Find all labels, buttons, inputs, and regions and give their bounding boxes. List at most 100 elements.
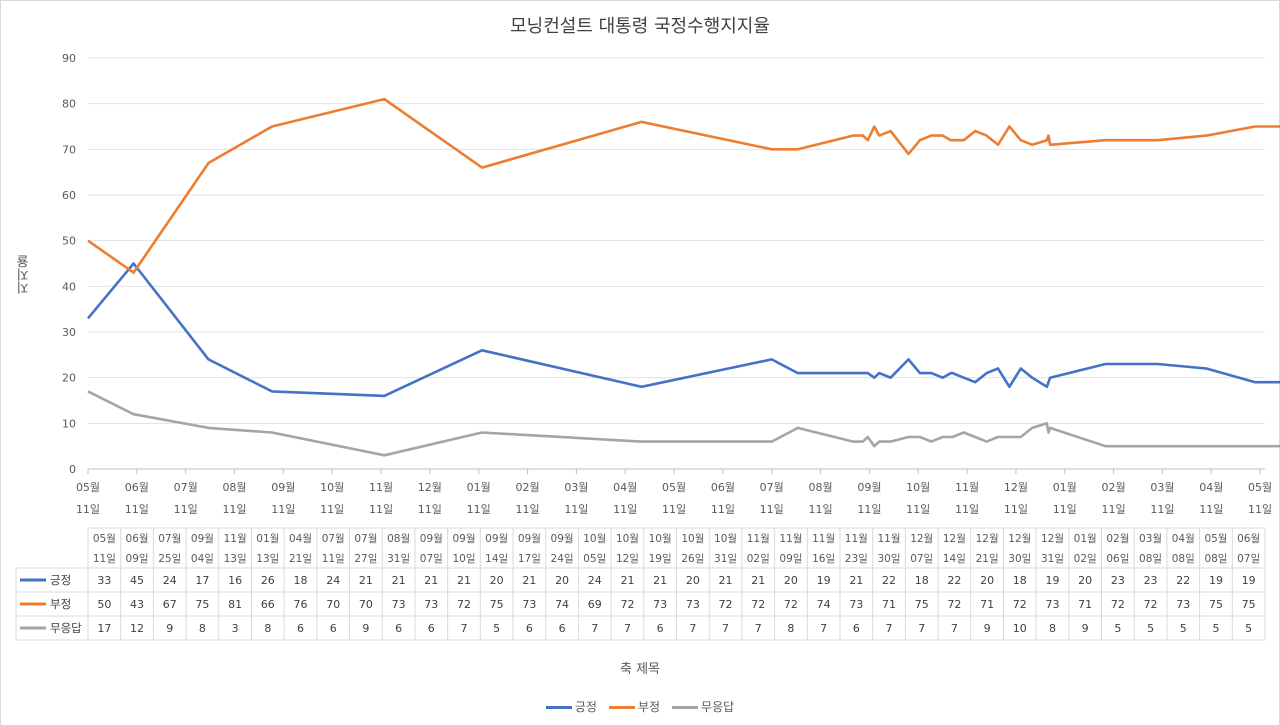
series-line-3 <box>87 390 1280 457</box>
table-cell: 75 <box>1242 598 1256 611</box>
table-header-day: 25일 <box>158 552 181 565</box>
table-header-day: 11일 <box>322 552 345 565</box>
x-tick-label: 11일 <box>1053 502 1077 516</box>
table-cell: 72 <box>784 598 798 611</box>
table-cell: 72 <box>751 598 765 611</box>
legend-swatch <box>545 706 572 709</box>
table-header-month: 05월 <box>1204 533 1227 545</box>
table-cell: 72 <box>1013 598 1027 611</box>
table-cell: 20 <box>490 574 504 587</box>
table-cell: 16 <box>228 574 242 587</box>
x-tick-label: 11일 <box>320 502 344 516</box>
table-header-month: 09월 <box>191 533 214 545</box>
table-header-month: 01월 <box>256 533 279 545</box>
y-tick-label: 90 <box>62 52 76 65</box>
table-cell: 71 <box>882 598 896 611</box>
table-cell: 75 <box>490 598 504 611</box>
table-header-day: 06일 <box>1106 552 1129 565</box>
table-header-day: 07일 <box>910 552 933 565</box>
table-header-day: 02일 <box>1074 552 1097 565</box>
table-header-month: 07월 <box>322 533 345 545</box>
x-tick-label: 11월 <box>369 481 393 494</box>
table-header-day: 16일 <box>812 552 835 565</box>
x-tick-label: 01월 <box>1053 481 1077 494</box>
table-cell: 19 <box>817 574 831 587</box>
table-header-day: 12일 <box>616 552 639 565</box>
table-cell: 3 <box>232 622 239 635</box>
table-cell: 9 <box>984 622 991 635</box>
table-header-day: 09일 <box>126 552 149 565</box>
table-header-month: 06월 <box>1237 533 1260 545</box>
table-cell: 24 <box>326 574 340 587</box>
table-cell: 33 <box>97 574 111 587</box>
table-cell: 6 <box>428 622 435 635</box>
table-cell: 20 <box>980 574 994 587</box>
table-header-day: 31일 <box>387 552 410 565</box>
y-tick-label: 0 <box>69 463 76 476</box>
table-cell: 21 <box>359 574 373 587</box>
table-header-month: 07월 <box>354 533 377 545</box>
chart-legend: 긍정 부정 무응답 <box>0 698 1280 715</box>
table-header-day: 30일 <box>1008 552 1031 565</box>
table-cell: 75 <box>1209 598 1223 611</box>
table-header-day: 13일 <box>256 552 279 565</box>
x-tick-label: 01월 <box>467 481 491 494</box>
table-row-label: 부정 <box>50 597 71 611</box>
table-header-day: 14일 <box>485 552 508 565</box>
table-header-day: 24일 <box>551 552 574 565</box>
table-header-month: 04월 <box>1172 533 1195 545</box>
table-cell: 81 <box>228 598 242 611</box>
table-cell: 73 <box>392 598 406 611</box>
table-cell: 5 <box>1180 622 1187 635</box>
table-cell: 7 <box>624 622 631 635</box>
table-header-month: 12월 <box>910 533 933 545</box>
table-header-day: 04일 <box>191 552 214 565</box>
table-header-day: 08일 <box>1139 552 1162 565</box>
table-cell: 21 <box>719 574 733 587</box>
table-header-month: 11월 <box>812 533 835 545</box>
table-header-month: 11월 <box>779 533 802 545</box>
table-header-day: 30일 <box>877 552 900 565</box>
x-tick-label: 09월 <box>271 481 295 494</box>
table-cell: 8 <box>1049 622 1056 635</box>
x-tick-label: 11일 <box>711 502 735 516</box>
x-tick-label: 11일 <box>1150 502 1174 516</box>
table-cell: 6 <box>297 622 304 635</box>
table-cell: 76 <box>294 598 308 611</box>
table-header-day: 17일 <box>518 552 541 565</box>
table-header-month: 09월 <box>452 533 475 545</box>
legend-label: 부정 <box>637 700 661 714</box>
table-cell: 18 <box>294 574 308 587</box>
x-tick-label: 11월 <box>955 481 979 494</box>
x-tick-label: 11일 <box>857 502 881 516</box>
x-tick-label: 11일 <box>662 502 686 516</box>
table-header-month: 09월 <box>518 533 541 545</box>
table-header-month: 08월 <box>387 533 410 545</box>
x-tick-label: 04월 <box>1199 481 1223 494</box>
x-tick-label: 11일 <box>369 502 393 516</box>
table-cell: 21 <box>751 574 765 587</box>
table-header-day: 21일 <box>289 552 312 565</box>
table-cell: 21 <box>457 574 471 587</box>
y-tick-label: 60 <box>62 189 76 202</box>
table-header-day: 05일 <box>583 552 606 565</box>
table-cell: 7 <box>951 622 958 635</box>
table-cell: 5 <box>1114 622 1121 635</box>
table-cell: 20 <box>686 574 700 587</box>
table-header-day: 07일 <box>1237 552 1260 565</box>
table-cell: 8 <box>199 622 206 635</box>
table-cell: 72 <box>1111 598 1125 611</box>
x-tick-label: 11일 <box>418 502 442 516</box>
table-header-day: 21일 <box>976 552 999 565</box>
table-header-month: 10월 <box>714 533 737 545</box>
table-cell: 21 <box>620 574 634 587</box>
x-tick-label: 11일 <box>76 502 100 516</box>
table-header-day: 19일 <box>649 552 672 565</box>
table-header-day: 08일 <box>1172 552 1195 565</box>
table-cell: 73 <box>686 598 700 611</box>
table-cell: 75 <box>195 598 209 611</box>
x-tick-label: 02월 <box>1102 481 1126 494</box>
x-tick-label: 04월 <box>613 481 637 494</box>
x-tick-label: 11일 <box>1004 502 1028 516</box>
